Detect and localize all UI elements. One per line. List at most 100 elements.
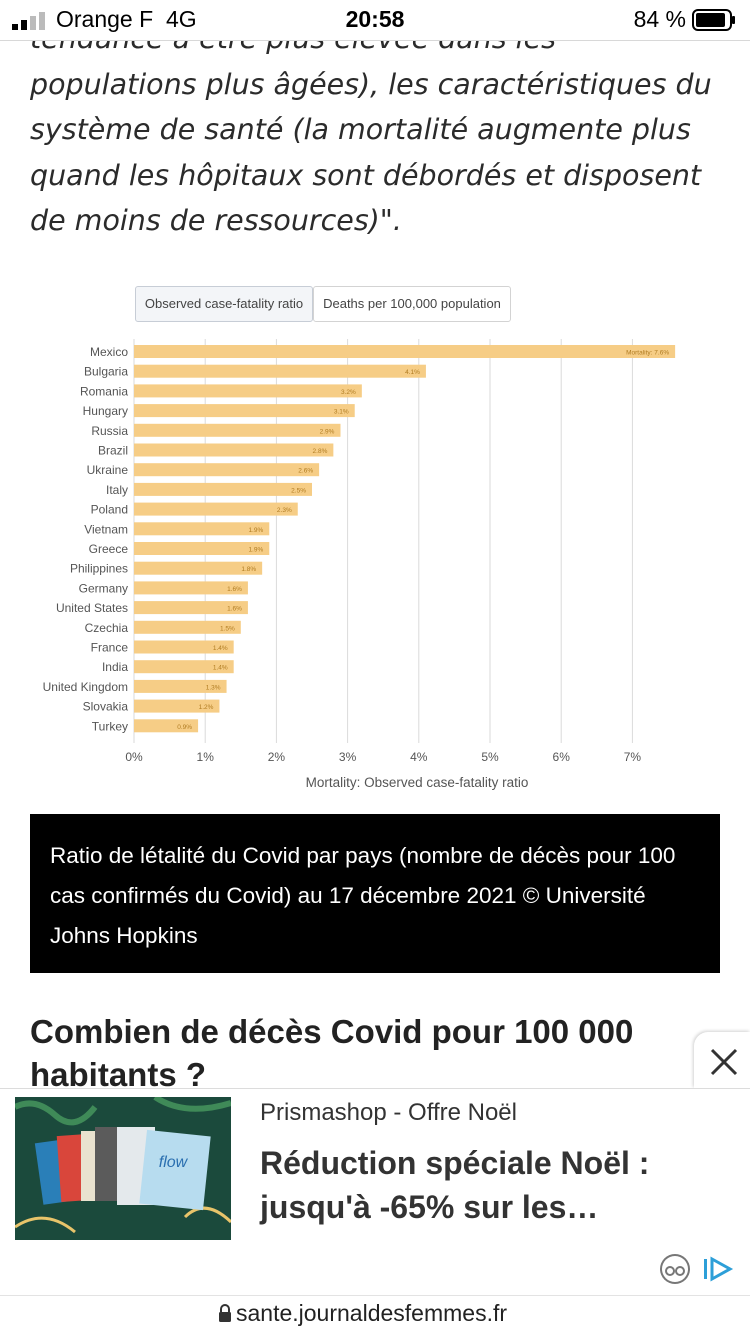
article-line: système de santé (la mortalité augmente … [30,113,691,146]
network-type: 4G [165,6,197,32]
x-tick-label: 5% [481,750,499,764]
category-label: Mexico [90,345,128,359]
data-label: 2.9% [320,428,335,435]
ad-choices[interactable] [658,1251,738,1287]
ad-banner[interactable]: flow Prismashop - Offre Noël Réduction s… [0,1088,750,1296]
article-text: tendance à être plus élevée dans les pop… [30,16,730,244]
category-label: Bulgaria [84,365,128,379]
bar [134,364,426,378]
ad-source: Prismashop - Offre Noël [260,1099,517,1126]
category-label: Romania [80,384,128,398]
data-label: 1.6% [227,586,242,593]
chart-caption: Ratio de létalité du Covid par pays (nom… [30,814,720,973]
category-label: Brazil [98,444,128,458]
tab-deaths-per-100k[interactable]: Deaths per 100,000 population [313,286,511,322]
data-label: 4.1% [405,369,420,376]
x-tick-label: 0% [125,750,143,764]
chart-container: Observed case-fatality ratio Deaths per … [30,270,720,790]
battery-icon [692,9,735,31]
bar [134,719,199,733]
bar [134,561,263,575]
x-tick-label: 6% [553,750,571,764]
category-label: United States [56,601,128,615]
data-label: 1.5% [220,625,235,632]
svg-text:flow: flow [159,1154,189,1171]
article-line: de moins de ressources)". [30,204,402,237]
bar [134,404,355,418]
category-label: Czechia [85,621,129,635]
bar [134,699,220,713]
x-tick-label: 2% [268,750,286,764]
data-label: 1.4% [213,645,228,652]
section-title: Combien de décès Covid pour 100 000 habi… [30,1013,634,1093]
bar-chart: 0% 1% 2% 3% 4% 5% 6% 7% Mexico Mortality: 7.6% Bul… [43,339,676,790]
x-tick-label: 3% [339,750,357,764]
category-label: Italy [106,483,128,497]
category-label: Philippines [70,562,128,576]
close-icon [710,1048,738,1076]
ad-headline[interactable]: Réduction spéciale Noël : jusqu'à -65% s… [260,1145,650,1225]
data-label: 1.9% [248,547,263,554]
bar [134,679,227,693]
bar [134,620,241,634]
data-label: 3.1% [334,409,349,416]
data-label: 1.9% [248,527,263,534]
category-label: Russia [91,424,128,438]
category-label: United Kingdom [43,680,128,694]
ad-image[interactable]: flow [15,1097,231,1240]
bar [134,482,312,496]
data-label: 2.8% [313,448,328,455]
bar [134,640,234,654]
magazine-stack-image: flow [15,1097,231,1240]
data-label: Mortality: 7.6% [626,350,669,357]
carrier-name: Orange F 4G [56,6,197,32]
article-line: quand les hôpitaux sont débordés et disp… [30,158,702,192]
ad-info-icon[interactable] [658,1251,738,1287]
bar [134,423,341,437]
x-axis-title: Mortality: Observed case-fatality ratio [306,775,529,790]
bar [134,581,248,595]
clock: 20:58 [345,6,405,32]
bar [134,384,362,398]
status-bar-background [0,0,750,40]
category-label: Poland [91,503,128,517]
category-label: Greece [89,542,129,556]
category-label: Turkey [92,719,128,733]
category-label: France [91,641,129,655]
data-label: 1.2% [199,704,214,711]
bar [134,601,248,615]
status-bar-divider [0,40,750,41]
bar [134,345,676,358]
category-label: Ukraine [87,463,129,477]
data-label: 1.8% [241,566,256,573]
article-line: populations plus âgées), les caractérist… [30,67,712,101]
bar [134,660,234,674]
signal-icon [12,12,45,30]
category-label: India [102,660,128,674]
category-label: Hungary [83,404,128,418]
data-label: 1.4% [213,665,228,672]
bar [134,542,270,555]
data-label: 1.6% [227,606,242,613]
data-label: 2.6% [298,468,313,475]
status-bar: Orange F 4G 20:58 84 % [0,0,750,40]
bar [134,502,298,516]
bar [134,443,334,457]
battery-percentage: 84 % [633,6,686,32]
tab-case-fatality-ratio[interactable]: Observed case-fatality ratio [135,286,313,322]
bar [134,522,270,536]
url-bar[interactable]: sante.journaldesfemmes.fr [0,1295,750,1335]
data-label: 1.3% [206,684,221,691]
data-label: 3.2% [341,389,356,396]
ad-close-button[interactable] [694,1032,750,1088]
category-label: Slovakia [83,700,129,714]
data-label: 0.9% [177,724,192,731]
x-tick-label: 1% [197,750,215,764]
data-label: 2.5% [291,487,306,494]
category-label: Germany [79,581,128,595]
x-tick-label: 7% [624,750,642,764]
category-label: Vietnam [84,522,128,536]
data-label: 2.3% [277,507,292,514]
x-tick-label: 4% [410,750,428,764]
lock-icon [219,1304,231,1322]
